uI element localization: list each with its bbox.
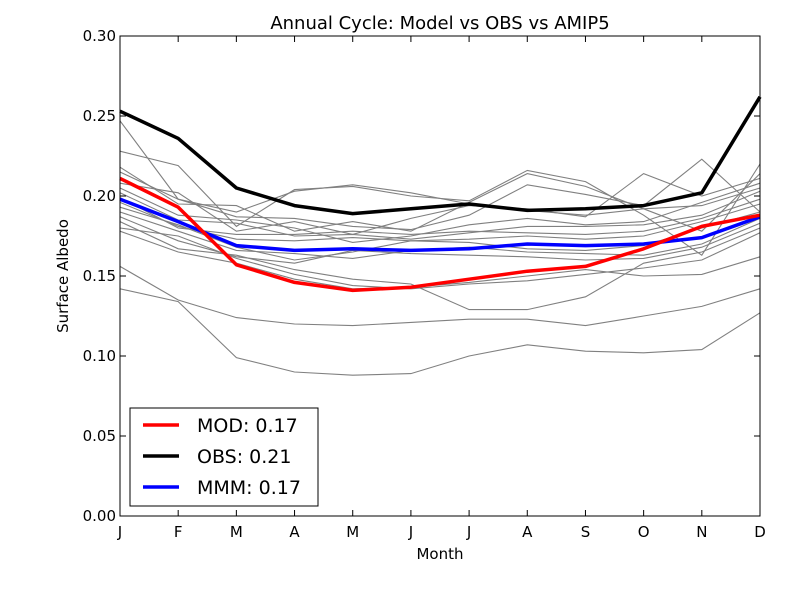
ensemble-line-7 xyxy=(119,190,761,240)
y-axis: 0.00 0.05 0.10 0.15 0.20 0.25 0.30 xyxy=(83,27,760,525)
x-tick-label: A xyxy=(289,523,300,541)
legend: MOD: 0.17 OBS: 0.21 MMM: 0.17 xyxy=(129,407,319,507)
y-tick-label: 0.15 xyxy=(83,267,116,285)
x-tick-label: F xyxy=(174,523,183,541)
y-axis-label: Surface Albedo xyxy=(54,219,72,333)
legend-label-1: MOD: 0.17 xyxy=(197,415,298,437)
ensemble-line-17 xyxy=(119,288,761,376)
y-tick-label: 0.10 xyxy=(83,347,116,365)
legend-label-3: MMM: 0.17 xyxy=(197,477,301,499)
main-series-lines xyxy=(119,95,762,293)
x-tick-label: M xyxy=(230,523,243,541)
x-tick-label: A xyxy=(522,523,533,541)
series-line-1 xyxy=(119,176,761,293)
y-tick-label: 0.05 xyxy=(83,427,116,445)
x-tick-label: S xyxy=(581,523,591,541)
ensemble-line-6 xyxy=(119,182,761,243)
x-axis-label: Month xyxy=(416,545,463,563)
legend-label-2: OBS: 0.21 xyxy=(197,446,291,468)
series-line-2 xyxy=(119,95,762,216)
ensemble-line-3 xyxy=(119,166,761,232)
chart-title: Annual Cycle: Model vs OBS vs AMIP5 xyxy=(270,13,609,34)
ensemble-line-8 xyxy=(119,197,761,235)
y-tick-label: 0.20 xyxy=(83,187,116,205)
ensemble-line-5 xyxy=(119,172,761,235)
ensemble-line-9 xyxy=(119,201,761,242)
y-tick-label: 0.30 xyxy=(83,27,116,45)
y-tick-label: 0.25 xyxy=(83,107,116,125)
series-line-3 xyxy=(119,197,761,253)
x-tick-label: J xyxy=(466,523,471,541)
x-tick-label: D xyxy=(754,523,766,541)
ensemble-line-4 xyxy=(119,158,761,231)
x-tick-label: M xyxy=(346,523,359,541)
x-tick-label: J xyxy=(408,523,413,541)
x-tick-label: O xyxy=(638,523,650,541)
x-tick-label: J xyxy=(117,523,122,541)
y-tick-label: 0.00 xyxy=(83,507,116,525)
ensemble-line-2 xyxy=(119,150,761,256)
ensemble-line-16 xyxy=(119,265,761,327)
x-tick-label: N xyxy=(696,523,707,541)
